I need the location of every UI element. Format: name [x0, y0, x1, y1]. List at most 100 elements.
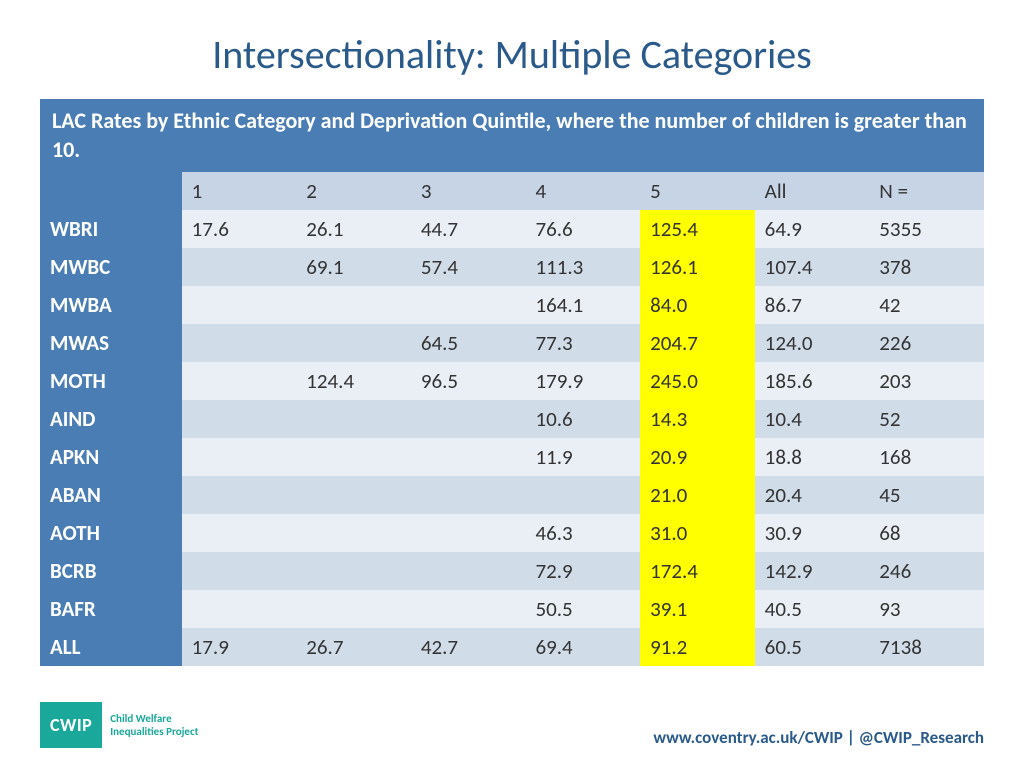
cell [182, 438, 297, 476]
cell: 10.6 [525, 400, 640, 438]
cell: 96.5 [411, 362, 526, 400]
cell: 10.4 [755, 400, 870, 438]
cell [411, 590, 526, 628]
column-header: All [755, 172, 870, 210]
cell: 50.5 [525, 590, 640, 628]
cell: 203 [869, 362, 984, 400]
cell: 26.1 [296, 210, 411, 248]
cell: 69.4 [525, 628, 640, 666]
cell [296, 400, 411, 438]
table-header-row: 12345AllN = [40, 172, 984, 210]
cell [411, 438, 526, 476]
cwip-logo: CWIP Child Welfare Inequalities Project [40, 702, 198, 748]
cell: 164.1 [525, 286, 640, 324]
cell: 21.0 [640, 476, 755, 514]
row-label: MOTH [40, 362, 182, 400]
header-rowhead [40, 172, 182, 210]
table-row: APKN11.920.918.8168 [40, 438, 984, 476]
cell: 11.9 [525, 438, 640, 476]
cell [296, 552, 411, 590]
slide-title: Intersectionality: Multiple Categories [0, 0, 1024, 99]
row-label: MWBA [40, 286, 182, 324]
cell [296, 590, 411, 628]
cell [525, 476, 640, 514]
table-row: ALL17.926.742.769.491.260.57138 [40, 628, 984, 666]
cell [296, 514, 411, 552]
table-row: ABAN 21.020.445 [40, 476, 984, 514]
cell: 69.1 [296, 248, 411, 286]
cell [182, 248, 297, 286]
cell: 17.6 [182, 210, 297, 248]
cell: 204.7 [640, 324, 755, 362]
cell [296, 324, 411, 362]
row-label: BCRB [40, 552, 182, 590]
logo-text: Child Welfare Inequalities Project [110, 712, 198, 738]
row-label: ABAN [40, 476, 182, 514]
cell: 86.7 [755, 286, 870, 324]
cell: 142.9 [755, 552, 870, 590]
cell: 125.4 [640, 210, 755, 248]
cell: 64.5 [411, 324, 526, 362]
column-header: N = [869, 172, 984, 210]
table-row: MWBA164.184.086.742 [40, 286, 984, 324]
table-row: MWBC69.157.4111.3126.1107.4378 [40, 248, 984, 286]
cell [296, 476, 411, 514]
footer: CWIP Child Welfare Inequalities Project … [0, 702, 1024, 748]
cell [182, 514, 297, 552]
column-header: 4 [525, 172, 640, 210]
cell: 124.0 [755, 324, 870, 362]
cell: 14.3 [640, 400, 755, 438]
cell [182, 362, 297, 400]
cell [182, 286, 297, 324]
cell: 45 [869, 476, 984, 514]
lac-rates-table: LAC Rates by Ethnic Category and Depriva… [40, 99, 984, 666]
column-header: 1 [182, 172, 297, 210]
footer-link: www.coventry.ac.uk/CWIP | @CWIP_Research [653, 727, 984, 748]
cell: 77.3 [525, 324, 640, 362]
cell: 20.9 [640, 438, 755, 476]
cell: 378 [869, 248, 984, 286]
cell: 39.1 [640, 590, 755, 628]
cell: 226 [869, 324, 984, 362]
cell: 42.7 [411, 628, 526, 666]
table-row: MOTH124.496.5179.9245.0185.6203 [40, 362, 984, 400]
row-label: BAFR [40, 590, 182, 628]
table-caption: LAC Rates by Ethnic Category and Depriva… [40, 99, 984, 172]
cell: 26.7 [296, 628, 411, 666]
cell: 44.7 [411, 210, 526, 248]
cell [182, 590, 297, 628]
cell: 168 [869, 438, 984, 476]
logo-line2: Inequalities Project [110, 725, 198, 738]
table-row: BAFR 50.539.140.593 [40, 590, 984, 628]
cell [182, 400, 297, 438]
cell: 20.4 [755, 476, 870, 514]
cell [411, 476, 526, 514]
cell: 57.4 [411, 248, 526, 286]
cell: 126.1 [640, 248, 755, 286]
cell: 64.9 [755, 210, 870, 248]
row-label: AOTH [40, 514, 182, 552]
table-container: LAC Rates by Ethnic Category and Depriva… [40, 99, 984, 666]
row-label: AIND [40, 400, 182, 438]
cell: 93 [869, 590, 984, 628]
cell [296, 286, 411, 324]
column-header: 3 [411, 172, 526, 210]
row-label: MWBC [40, 248, 182, 286]
table-row: BCRB72.9172.4142.9246 [40, 552, 984, 590]
table-row: AOTH46.331.030.968 [40, 514, 984, 552]
cell [296, 438, 411, 476]
row-label: APKN [40, 438, 182, 476]
row-label: ALL [40, 628, 182, 666]
cell: 5355 [869, 210, 984, 248]
cell: 172.4 [640, 552, 755, 590]
row-label: WBRI [40, 210, 182, 248]
cell [411, 552, 526, 590]
cell [182, 552, 297, 590]
cell: 76.6 [525, 210, 640, 248]
cell: 246 [869, 552, 984, 590]
cell: 185.6 [755, 362, 870, 400]
cell: 7138 [869, 628, 984, 666]
cell [411, 400, 526, 438]
cell: 40.5 [755, 590, 870, 628]
cell: 107.4 [755, 248, 870, 286]
